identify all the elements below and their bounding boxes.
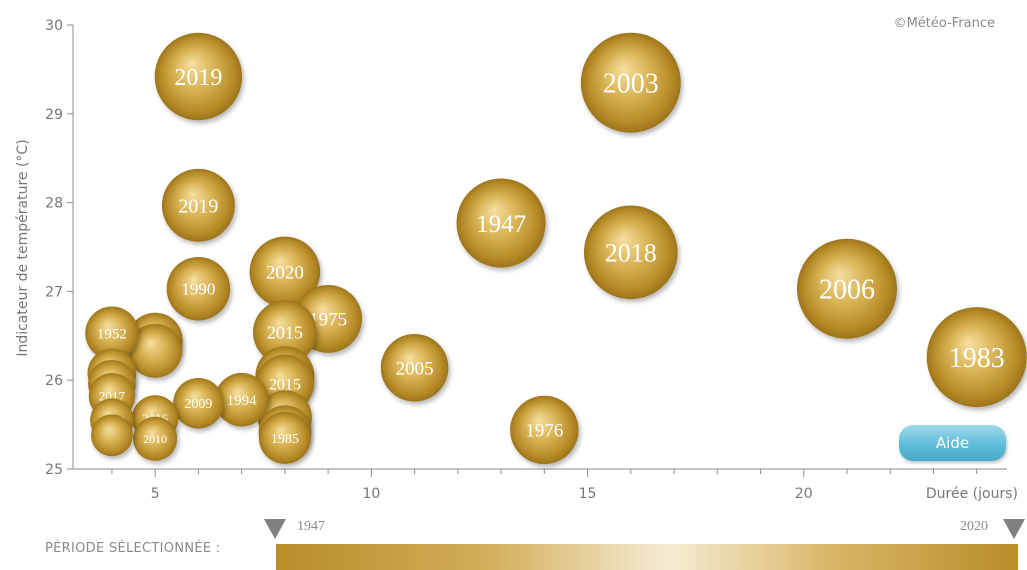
data-label: 1975 (309, 310, 347, 331)
data-bubble (214, 372, 269, 427)
data-label: 2020 (266, 263, 304, 284)
y-axis-label: Indicateur de température (°C) (15, 139, 31, 356)
period-end-handle[interactable] (1003, 519, 1025, 539)
data-label: 1990 (181, 280, 215, 299)
data-label: 1983 (949, 343, 1005, 374)
data-bubble (154, 32, 243, 121)
data-bubble (926, 307, 1027, 408)
y-tick-label: 28 (45, 196, 63, 212)
data-bubble (128, 323, 183, 378)
x-tick-label: 10 (362, 486, 380, 502)
help-button[interactable]: Aide (899, 425, 1006, 461)
data-bubble (161, 168, 235, 242)
data-bubble (249, 236, 321, 308)
data-bubble (580, 32, 681, 133)
data-label: 2015 (267, 323, 303, 343)
y-tick-label: 26 (45, 373, 63, 389)
data-bubble (510, 395, 579, 465)
data-label: 1952 (97, 326, 127, 342)
chart: 25 26 27 28 29 30 5 10 15 20 Indicateur de tempér… (15, 18, 1027, 502)
data-bubble (173, 377, 224, 429)
data-bubble (584, 205, 678, 300)
data-label: 1976 (525, 421, 563, 442)
data-bubble (797, 238, 898, 339)
data-label: 2010 (143, 432, 167, 446)
y-tick-label: 25 (45, 462, 63, 478)
data-bubble (252, 300, 317, 365)
period-slider-track[interactable] (276, 544, 1018, 570)
data-label: 2019 (174, 65, 222, 91)
data-bubble (456, 178, 546, 268)
period-start-year: 1947 (297, 519, 325, 534)
data-label: 2009 (184, 397, 212, 412)
x-axis-label: Durée (jours) (926, 486, 1018, 502)
data-bubble (258, 411, 311, 464)
period-start-handle[interactable] (264, 519, 286, 539)
data-label: 2015 (269, 376, 301, 393)
period-end-year: 2020 (960, 519, 988, 534)
data-label: 1994 (227, 393, 258, 409)
data-label: 2003 (603, 69, 659, 100)
period-label: PÉRIODE SÉLECTIONNÉE : (45, 541, 221, 556)
x-tick-label: 15 (579, 486, 597, 502)
data-label: 2018 (605, 238, 657, 267)
data-bubble (85, 306, 139, 360)
x-tick-label: 5 (151, 486, 160, 502)
data-label: 1985 (271, 432, 299, 447)
x-tick-label: 20 (795, 486, 813, 502)
data-bubble (133, 416, 178, 461)
data-label: 2019 (178, 195, 218, 217)
data-bubble (91, 414, 133, 457)
y-tick-label: 29 (45, 107, 63, 123)
y-tick-label: 30 (45, 18, 63, 34)
data-label: 1947 (476, 211, 526, 238)
y-tick-label: 27 (45, 284, 63, 300)
data-label: 2006 (819, 275, 875, 306)
data-label: 2005 (396, 358, 434, 379)
data-bubble (166, 256, 231, 321)
data-bubble (380, 333, 449, 402)
copyright-credit: ©Météo-France (893, 16, 995, 31)
